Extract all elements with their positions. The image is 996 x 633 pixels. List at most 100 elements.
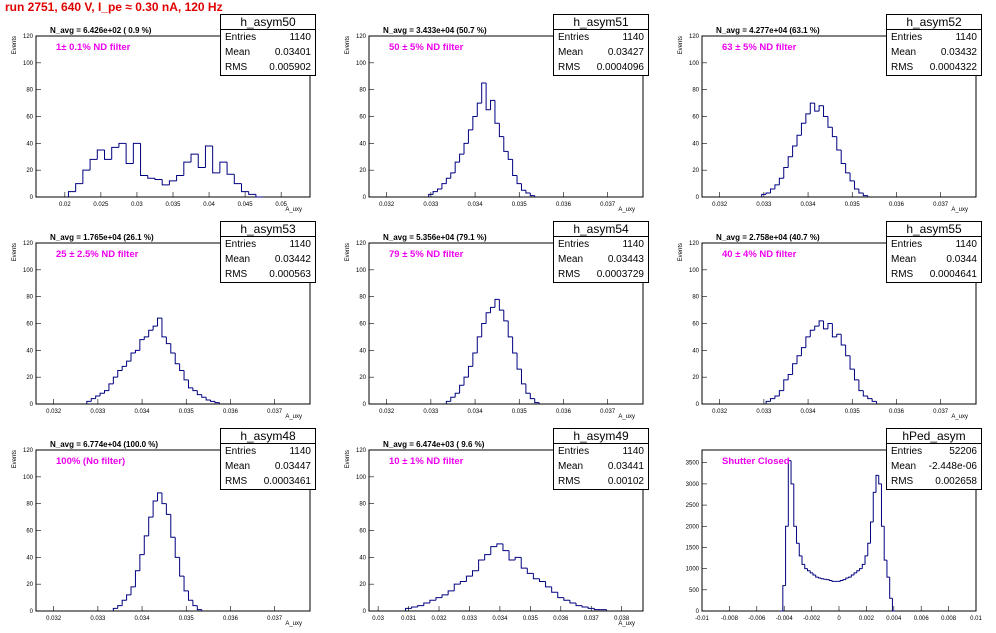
y-tick-label: 0 xyxy=(30,195,34,201)
x-tick-label: 0.03 xyxy=(372,616,384,622)
stat-value: 0.03401 xyxy=(275,45,311,60)
stat-key: Entries xyxy=(225,444,256,459)
stat-key: Mean xyxy=(891,459,916,474)
x-tick-label: 0.033 xyxy=(462,616,478,622)
x-tick-label: 0.034 xyxy=(492,616,508,622)
histogram-name: h_asym48 xyxy=(221,429,315,444)
x-tick-label: 0.035 xyxy=(512,409,528,415)
stat-key: RMS xyxy=(558,474,580,489)
y-tick-label: 500 xyxy=(689,588,700,594)
x-tick-label: 0.033 xyxy=(423,202,439,208)
stat-value: 0.0344 xyxy=(946,252,977,267)
y-tick-label: 100 xyxy=(356,268,367,274)
stat-key: Mean xyxy=(891,45,916,60)
stat-value: 1140 xyxy=(622,444,644,459)
y-tick-label: 80 xyxy=(26,295,33,301)
x-tick-label: 0.04 xyxy=(203,202,215,208)
histogram-name: h_asym52 xyxy=(887,15,981,30)
x-tick-label: 0.037 xyxy=(267,409,283,415)
x-tick-label: 0.002 xyxy=(859,616,875,622)
y-axis-label: Events xyxy=(678,36,684,54)
y-tick-label: 120 xyxy=(689,241,700,247)
stat-key: Entries xyxy=(558,30,589,45)
y-tick-label: 20 xyxy=(26,168,33,174)
y-tick-label: 60 xyxy=(359,322,366,328)
x-tick-label: 0.035 xyxy=(179,409,195,415)
x-tick-label: 0.034 xyxy=(468,202,484,208)
stat-key: Mean xyxy=(558,252,583,267)
x-tick-label: 0.034 xyxy=(468,409,484,415)
stat-key: RMS xyxy=(558,267,580,282)
y-tick-label: 20 xyxy=(26,582,33,588)
y-tick-label: 60 xyxy=(26,115,33,121)
x-tick-label: 0.033 xyxy=(90,616,106,622)
y-tick-label: 120 xyxy=(356,448,367,454)
y-tick-label: 0 xyxy=(696,609,700,615)
stat-key: Entries xyxy=(891,237,922,252)
x-tick-label: 0.036 xyxy=(889,202,905,208)
stat-row-rms: RMS 0.005902 xyxy=(221,60,315,75)
x-axis-label: A_uxy xyxy=(285,414,302,420)
y-tick-label: 80 xyxy=(359,295,366,301)
y-tick-label: 3000 xyxy=(686,482,700,488)
x-tick-label: 0.037 xyxy=(600,202,616,208)
y-axis-label: Events xyxy=(678,243,684,261)
y-tick-label: 40 xyxy=(692,348,699,354)
y-tick-label: 20 xyxy=(26,375,33,381)
y-tick-label: 60 xyxy=(692,322,699,328)
stat-key: Mean xyxy=(558,45,583,60)
stat-key: RMS xyxy=(225,267,247,282)
stat-key: RMS xyxy=(225,474,247,489)
y-tick-label: 120 xyxy=(356,241,367,247)
stat-value: 1140 xyxy=(622,30,644,45)
stat-key: Mean xyxy=(225,45,250,60)
y-axis-label: Events xyxy=(12,36,18,54)
stat-value: 1140 xyxy=(955,30,977,45)
stat-value: 1140 xyxy=(289,237,311,252)
y-tick-label: 20 xyxy=(359,375,366,381)
histogram-name: h_asym55 xyxy=(887,222,981,237)
y-axis-label: Events xyxy=(12,450,18,468)
run-title: run 2751, 640 V, I_pe ≈ 0.30 nA, 120 Hz xyxy=(5,0,223,14)
y-tick-label: 20 xyxy=(359,582,366,588)
x-axis-label: A_uxy xyxy=(285,207,302,213)
x-tick-label: 0.036 xyxy=(556,409,572,415)
stat-value: 0.03427 xyxy=(608,45,644,60)
x-tick-label: 0.036 xyxy=(553,616,569,622)
y-tick-label: 40 xyxy=(26,555,33,561)
x-tick-label: 0.004 xyxy=(886,616,902,622)
y-tick-label: 3500 xyxy=(686,461,700,467)
stat-row-mean: Mean 0.0344 xyxy=(887,252,981,267)
stat-key: RMS xyxy=(225,60,247,75)
filter-label: 40 ± 4% ND filter xyxy=(722,249,796,260)
stat-value: 0.0003729 xyxy=(597,267,644,282)
x-tick-label: 0.032 xyxy=(379,202,395,208)
y-tick-label: 40 xyxy=(26,348,33,354)
x-tick-label: 0.035 xyxy=(512,202,528,208)
y-tick-label: 20 xyxy=(692,168,699,174)
stat-key: Mean xyxy=(891,252,916,267)
y-tick-label: 20 xyxy=(359,168,366,174)
filter-label: 63 ± 5% ND filter xyxy=(722,42,796,53)
x-axis-label: A_uxy xyxy=(951,207,968,213)
stat-value: 1140 xyxy=(622,237,644,252)
y-tick-label: 80 xyxy=(26,88,33,94)
x-tick-label: 0.036 xyxy=(889,409,905,415)
stat-value: 0.005902 xyxy=(269,60,311,75)
y-tick-label: 40 xyxy=(359,141,366,147)
x-tick-label: -0.004 xyxy=(776,616,794,622)
x-axis-label: A_uxy xyxy=(618,414,635,420)
x-tick-label: 0.02 xyxy=(59,202,71,208)
x-tick-label: 0.036 xyxy=(223,616,239,622)
